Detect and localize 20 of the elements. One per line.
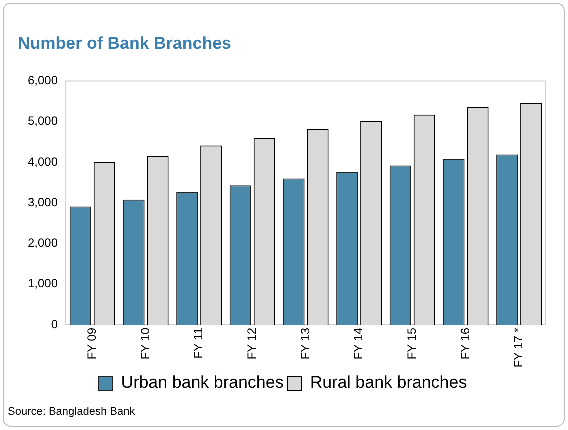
x-tick-label: FY 13 xyxy=(298,328,312,360)
y-tick-label: 3,000 xyxy=(28,195,58,210)
x-tick-label: FY 15 xyxy=(404,328,419,360)
legend-label: Rural bank branches xyxy=(310,373,468,392)
x-tick-label: FY 16 xyxy=(458,328,472,360)
x-tick-label: FY 10 xyxy=(138,328,152,360)
legend-label: Urban bank branches xyxy=(121,373,284,392)
y-tick-label: 4,000 xyxy=(28,154,58,169)
y-tick-label: 1,000 xyxy=(28,276,58,291)
x-tick-label: FY 17 * xyxy=(512,328,526,368)
x-tick-label: FY 09 xyxy=(85,328,100,360)
source-note: Source: Bangladesh Bank xyxy=(8,406,136,418)
y-tick-label: 5,000 xyxy=(28,114,58,128)
y-tick-label: 6,000 xyxy=(28,74,58,88)
y-tick-label: 2,000 xyxy=(28,236,58,250)
x-tick-label: FY 14 xyxy=(352,328,366,360)
chart-title: Number of Bank Branches xyxy=(18,34,232,54)
y-tick-label: 0 xyxy=(51,317,58,332)
x-tick-label: FY 11 xyxy=(192,328,206,359)
x-tick-label: FY 12 xyxy=(244,328,259,360)
